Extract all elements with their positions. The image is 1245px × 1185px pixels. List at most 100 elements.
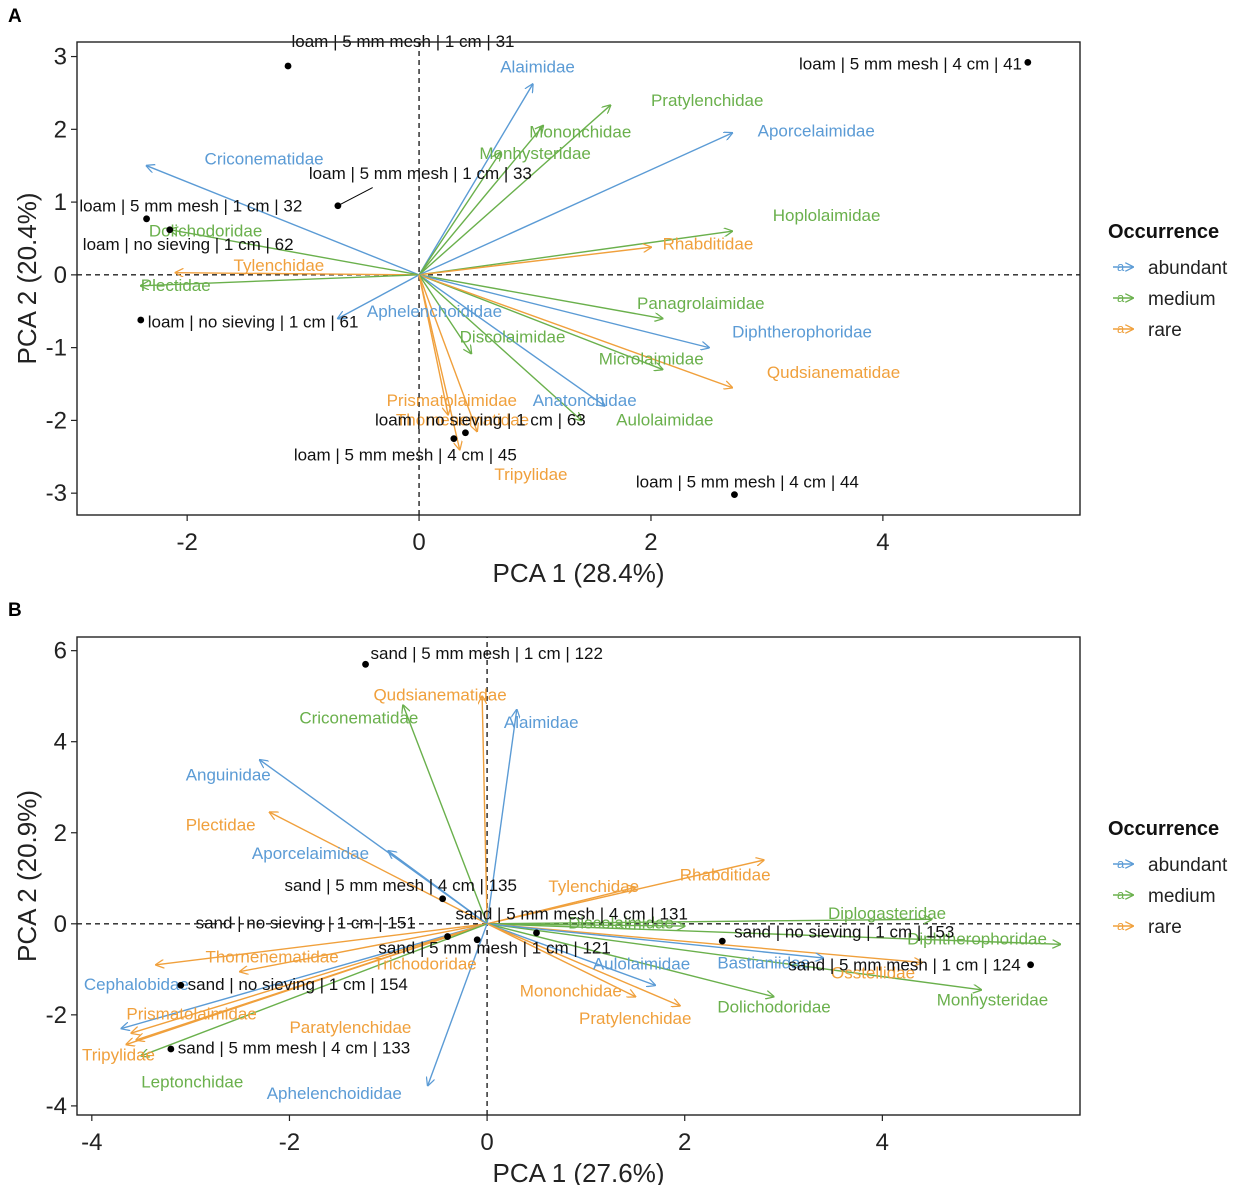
panel-a-legend-key-glyph-rare: a [1117, 321, 1125, 336]
panel-a-loading-arrow-criconematidae [147, 166, 420, 276]
panel-b-loading-arrow-dolichodoridae [486, 923, 774, 997]
panel-b-legend-title: Occurrence [1108, 818, 1219, 840]
panel-b-loading-label-alaimidae: Alaimidae [504, 713, 579, 732]
panel-b-loading-label-qudsianematidae: Qudsianematidae [373, 686, 506, 705]
panel-b-loading-label-leptonchidae: Leptonchidae [141, 1073, 243, 1092]
panel-a-loading-arrow-rhabditidae [418, 247, 651, 276]
panel-b-x-tick-label-3: 0 [480, 1129, 493, 1156]
panel-a-loading-label-diphtherophoridae: Diphtherophoridae [732, 322, 872, 341]
legend-b: Occurrence a abundant a medium a rare [1108, 818, 1228, 938]
panel-a-loading-label-aporcelaimidae: Aporcelaimidae [758, 122, 875, 141]
panel-b-loading-arrow-bastianiidae [487, 923, 823, 958]
panel-a-loading-arrow-tylenchidae [176, 273, 420, 275]
panel-b-legend-label-medium: medium [1148, 886, 1216, 907]
panel-a-x-axis-title: PCA 1 (28.4%) [493, 558, 665, 588]
panel-b-sample-label-8: sand | no sieving | 1 cm | 154 [188, 975, 408, 994]
panel-b-loading-label-monhysteridae: Monhysteridae [937, 991, 1049, 1010]
panel-b-sample-point-1 [362, 660, 369, 668]
panel-a-loading-label-aulolaimidae: Aulolaimidae [616, 410, 713, 429]
panel-a-sample-point-6 [137, 316, 145, 324]
panel-a-sample-label-4: loam | 5 mm mesh | 1 cm | 32 [79, 197, 302, 216]
panel-a-loading-arrow-microlaimidae [418, 274, 663, 370]
panel-a-loading-label-thornenematidae: Thornenematidae [396, 410, 529, 429]
panel-a-loading-arrow-plectidae [141, 274, 420, 286]
panel-b-sample-label-6: sand | no sieving | 1 cm | 153 [734, 922, 954, 941]
panel-a-legend-label-medium: medium [1148, 289, 1216, 310]
panel-b-loading-label-aulolaimidae: Aulolaimidae [593, 954, 690, 973]
panel-b-sample-point-6 [718, 937, 726, 945]
panel-b-loading-label-thornenematidae: Thornenematidae [205, 947, 338, 966]
legend-a: Occurrence a abundant a medium a rare [1108, 221, 1228, 341]
panel-b-loading-arrow-trichodoridae [240, 923, 488, 972]
panel-b-plot-border [76, 636, 1081, 1116]
panel-a-y-tick-label-1: -3 [46, 480, 67, 507]
panel-a-loading-label-criconematidae: Criconematidae [205, 149, 324, 168]
panel-a-x-tick-label-1: -2 [176, 529, 197, 556]
panel-a-loading-label-anatonchidae: Anatonchidae [533, 391, 637, 410]
panel-b-sample-point-4 [444, 933, 451, 940]
panel-a-sample-label-6: loam | no sieving | 1 cm | 61 [148, 312, 359, 331]
panel-letter-a: A [8, 6, 22, 27]
panel-a-y-tick-label-6: 2 [54, 116, 67, 143]
panel-b-loading-label-dolichodoridae: Dolichodoridae [717, 998, 830, 1017]
panel-b-loading-arrow-diplogasteridae [487, 919, 932, 925]
panel-a-loading-arrow-aporcelaimidae [418, 133, 732, 276]
panel-a-y-tick-label-2: -2 [46, 407, 67, 434]
panel-b-loading-arrow-aulolaimidae [486, 923, 655, 985]
panel-b-x-tick-label-2: -2 [279, 1129, 300, 1156]
panel-letter-b: B [8, 600, 22, 621]
panel-a-loading-label-prismatolaimidae: Prismatolaimidae [387, 391, 517, 410]
panel-b-plot: Qudsianematidae Criconematidae Alaimidae An… [12, 636, 1081, 1185]
panel-b-loading-arrow-mononchidae [486, 923, 635, 997]
panel-b-legend-label-rare: rare [1148, 917, 1182, 938]
panel-b-loading-label-diplogasteridae: Diplogasteridae [828, 904, 946, 923]
panel-b-y-tick-label-2: -2 [46, 1002, 67, 1029]
panel-b-loading-label-plectidae: Plectidae [186, 815, 256, 834]
panel-a-loading-arrow-tripylidae [418, 274, 460, 450]
panel-a-sample-point-3 [334, 202, 342, 210]
panel-b-y-tick-label-1: -4 [46, 1093, 67, 1120]
panel-b-x-tick-label-5: 4 [876, 1129, 889, 1156]
panel-a-legend-label-rare: rare [1148, 320, 1182, 341]
panel-b-sample-label-1: sand | 5 mm mesh | 1 cm | 122 [370, 644, 602, 663]
panel-a-loading-label-pratylenchidae: Pratylenchidae [651, 91, 763, 110]
panel-a-loading-label-monhysteridae: Monhysteridae [479, 144, 591, 163]
panel-a-loading-label-panagrolaimidae: Panagrolaimidae [637, 294, 765, 313]
panel-a-sample-label-9: loam | 5 mm mesh | 4 cm | 44 [636, 472, 859, 491]
panel-b-x-axis-title: PCA 1 (27.6%) [493, 1158, 665, 1185]
panel-a-loading-label-alaimidae: Alaimidae [500, 58, 575, 77]
panel-b-loading-label-pratylenchidae: Pratylenchidae [579, 1009, 691, 1028]
panel-a-loading-arrow-panagrolaimidae [418, 274, 663, 319]
panel-a-sample-point-7 [462, 429, 469, 437]
panel-a-loading-arrow-pratylenchidae [418, 105, 610, 276]
panel-a-sample-point-9 [731, 491, 738, 499]
panel-a-loading-arrow-discolaimidae [418, 274, 471, 354]
panel-a-legend-title: Occurrence [1108, 221, 1219, 243]
panel-b-loading-arrow-qudsianematidae [482, 696, 488, 924]
panel-a-sample-label-5: loam | no sieving | 1 cm | 62 [83, 235, 294, 254]
panel-a-sample-label-7: loam | no sieving | 1 cm | 63 [375, 410, 586, 429]
panel-a-loading-arrow-alaimidae [418, 84, 533, 276]
panel-b-sample-point-2 [439, 895, 447, 903]
panel-a-loading-arrow-monhysteridae [418, 153, 500, 276]
panel-a-sample-point-4 [143, 215, 150, 223]
panel-a-loading-arrow-dolichodoridae [170, 230, 420, 276]
panel-a-sample-label-2: loam | 5 mm mesh | 4 cm | 41 [799, 55, 1022, 74]
panel-b-sample-point-9 [167, 1045, 175, 1053]
panel-a-x-tick-label-4: 4 [876, 529, 889, 556]
panel-a-sample-point-8 [450, 435, 458, 442]
panel-b-loading-arrow-plectidae [270, 812, 488, 925]
panel-a-loading-label-aphelenchoididae: Aphelenchoididae [367, 302, 502, 321]
panel-a-sample-leader-3 [337, 187, 373, 207]
panel-a-loading-label-microlaimidae: Microlaimidae [599, 349, 704, 368]
panel-a-x-tick-label-2: 0 [412, 529, 425, 556]
panel-b-loading-label-paratylenchidae: Paratylenchidae [289, 1018, 411, 1037]
panel-b-loading-arrow-diphtherophoridae [487, 923, 1060, 944]
panel-b-loading-label-tripylidae: Tripylidae [82, 1045, 155, 1064]
panel-b-loading-label-rhabditidae: Rhabditidae [680, 866, 771, 885]
panel-b-loading-label-cephalobidae: Cephalobidae [84, 975, 189, 994]
panel-b-loading-arrow-alaimidae [486, 710, 517, 924]
panel-a-sample-point-2 [1024, 58, 1032, 66]
panel-a-loading-label-rhabditidae: Rhabditidae [663, 234, 754, 253]
panel-b-y-tick-label-3: 0 [54, 911, 67, 938]
